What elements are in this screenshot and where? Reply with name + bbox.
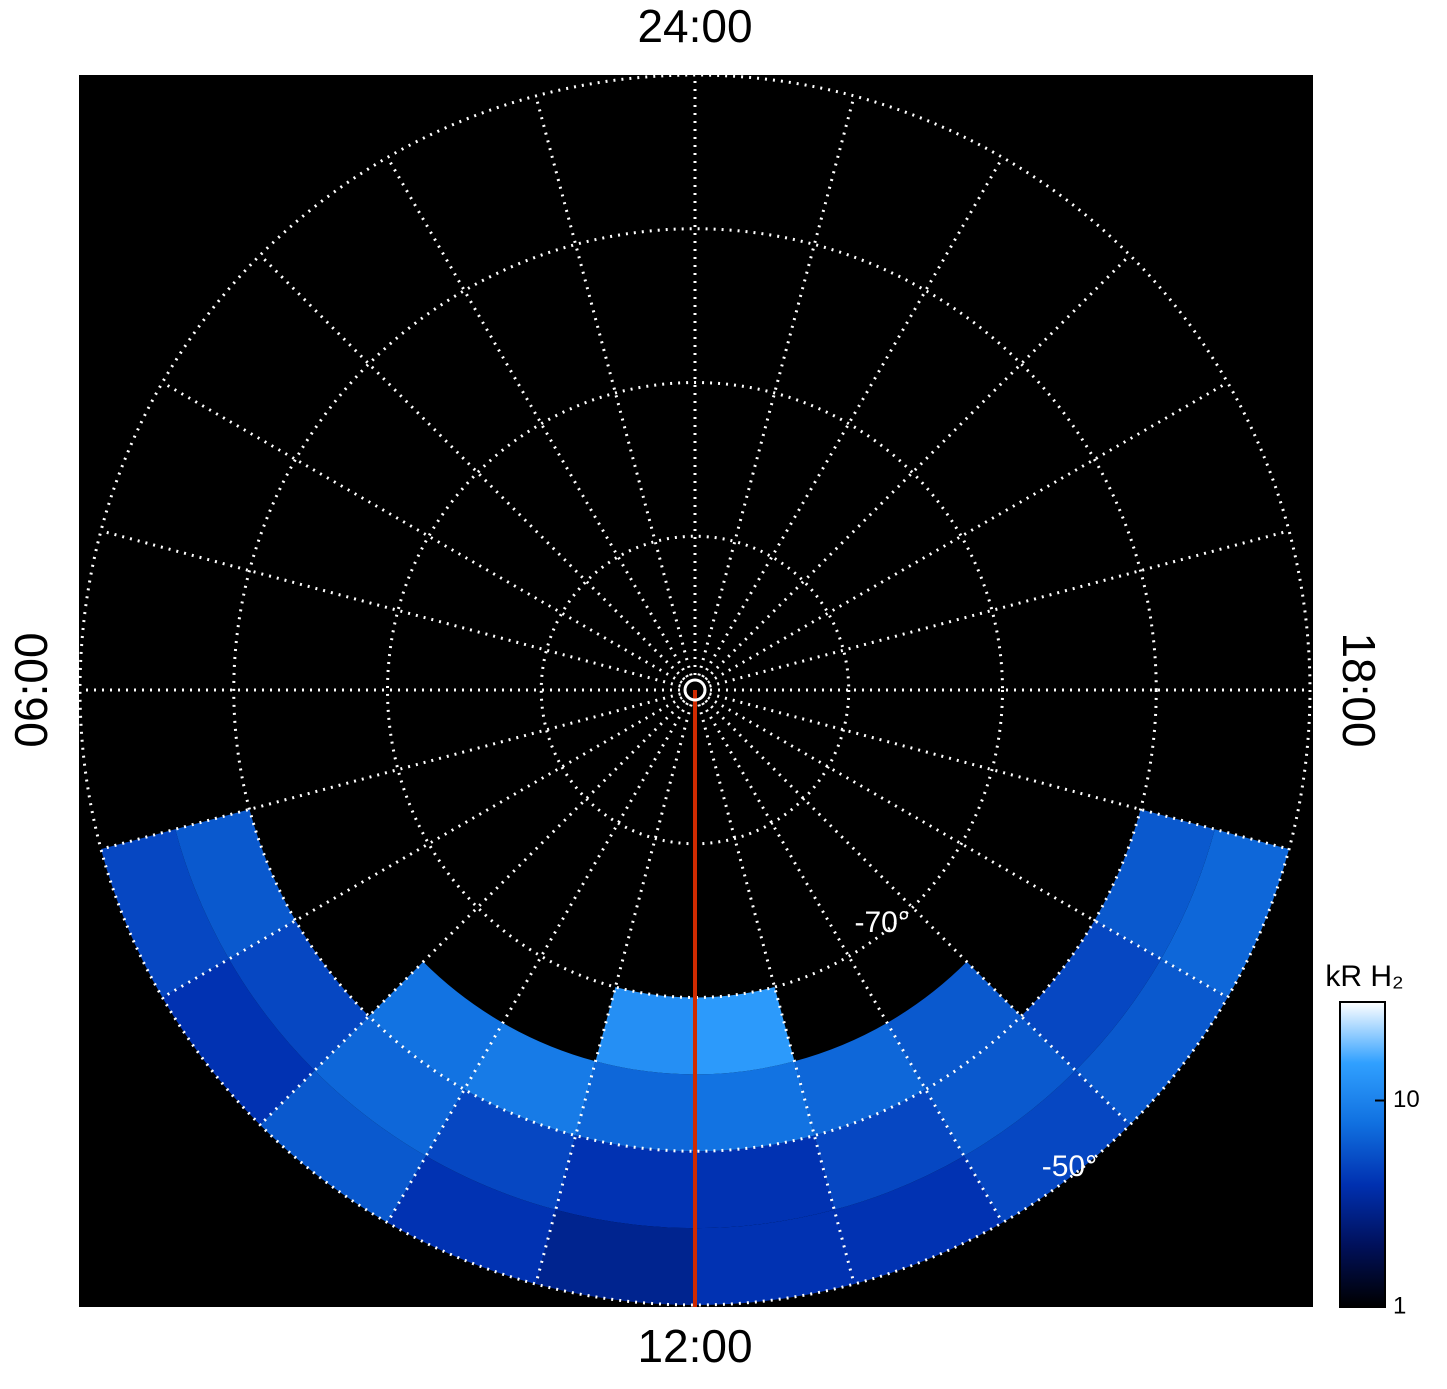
- emission-cell: [814, 1089, 965, 1210]
- emission-cell: [260, 1070, 426, 1223]
- emission-cell: [387, 1156, 556, 1285]
- emission-cell: [228, 920, 369, 1071]
- emission-cell: [695, 1061, 815, 1152]
- colorbar: [1339, 1001, 1386, 1308]
- emission-cell: [1075, 959, 1228, 1125]
- emission-cell: [535, 1209, 695, 1305]
- colorbar-tick-label: 10: [1393, 1086, 1420, 1113]
- local-time-label: 06:00: [5, 632, 57, 747]
- local-time-label: 24:00: [637, 0, 752, 52]
- emission-cell: [1021, 920, 1162, 1071]
- emission-cell: [695, 987, 795, 1075]
- latitude-circle: [78, 73, 1312, 1307]
- latitude-label: -70°: [855, 906, 910, 939]
- local-time-label: 18:00: [1333, 632, 1385, 747]
- colorbar-label: kR H₂: [1325, 960, 1403, 993]
- emission-cell: [925, 1016, 1076, 1157]
- latitude-circle: [386, 381, 1004, 999]
- colorbar-tick-label: 1: [1393, 1292, 1406, 1319]
- latitude-label: -50°: [1042, 1150, 1097, 1183]
- emission-cell: [314, 1016, 465, 1157]
- emission-cell: [464, 1022, 596, 1136]
- emission-cell: [175, 809, 296, 960]
- emission-cell: [794, 1022, 926, 1136]
- emission-cell: [595, 987, 695, 1075]
- emission-cell: [1161, 829, 1290, 998]
- pole-marker: [683, 678, 707, 702]
- emission-cell: [575, 1061, 695, 1152]
- emission-cell: [162, 959, 315, 1125]
- emission-cell: [555, 1135, 695, 1229]
- emission-cell: [1094, 809, 1215, 960]
- emission-cell: [887, 961, 1022, 1090]
- emission-cell: [964, 1070, 1130, 1223]
- emission-cell: [425, 1089, 576, 1210]
- emission-cell: [695, 1135, 835, 1229]
- emission-cell: [368, 961, 503, 1090]
- local-time-label: 12:00: [637, 1320, 752, 1372]
- latitude-circle: [232, 227, 1158, 1153]
- emission-cell: [695, 1209, 855, 1305]
- emission-cell: [100, 829, 229, 998]
- emission-cell: [834, 1156, 1003, 1285]
